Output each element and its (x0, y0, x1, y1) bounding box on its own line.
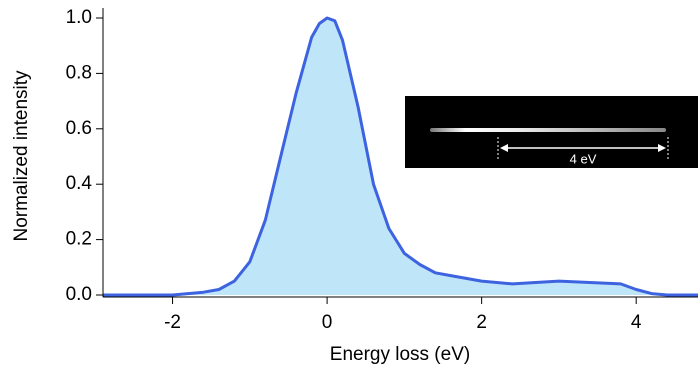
y-tick-label: 1.0 (66, 7, 92, 28)
plot-area: 0.0 0.2 0.4 0.6 0.8 1.0 -2 0 2 4 (66, 7, 698, 333)
x-tick-label: 0 (322, 312, 333, 333)
inset-arrowhead (658, 144, 666, 152)
y-tick-label: 0.2 (66, 229, 92, 250)
line (103, 16, 698, 297)
y-tick-label: 0.6 (66, 118, 92, 139)
y-tick-label: 0.0 (66, 284, 92, 305)
inset-arrowhead (500, 144, 508, 152)
y-tick-label: 0.4 (66, 173, 93, 194)
x-axis-title: Energy loss (eV) (330, 344, 470, 365)
x-tick-label: 4 (631, 312, 642, 333)
x-tick-label: -2 (164, 312, 181, 333)
y-axis-title: Normalized intensity (11, 70, 32, 242)
y-tick-label: 0.8 (66, 62, 92, 83)
inset: 4 eV (405, 96, 698, 168)
inset-streak (430, 128, 666, 132)
x-tick-label: 2 (476, 312, 487, 333)
inset-label: 4 eV (570, 151, 597, 166)
